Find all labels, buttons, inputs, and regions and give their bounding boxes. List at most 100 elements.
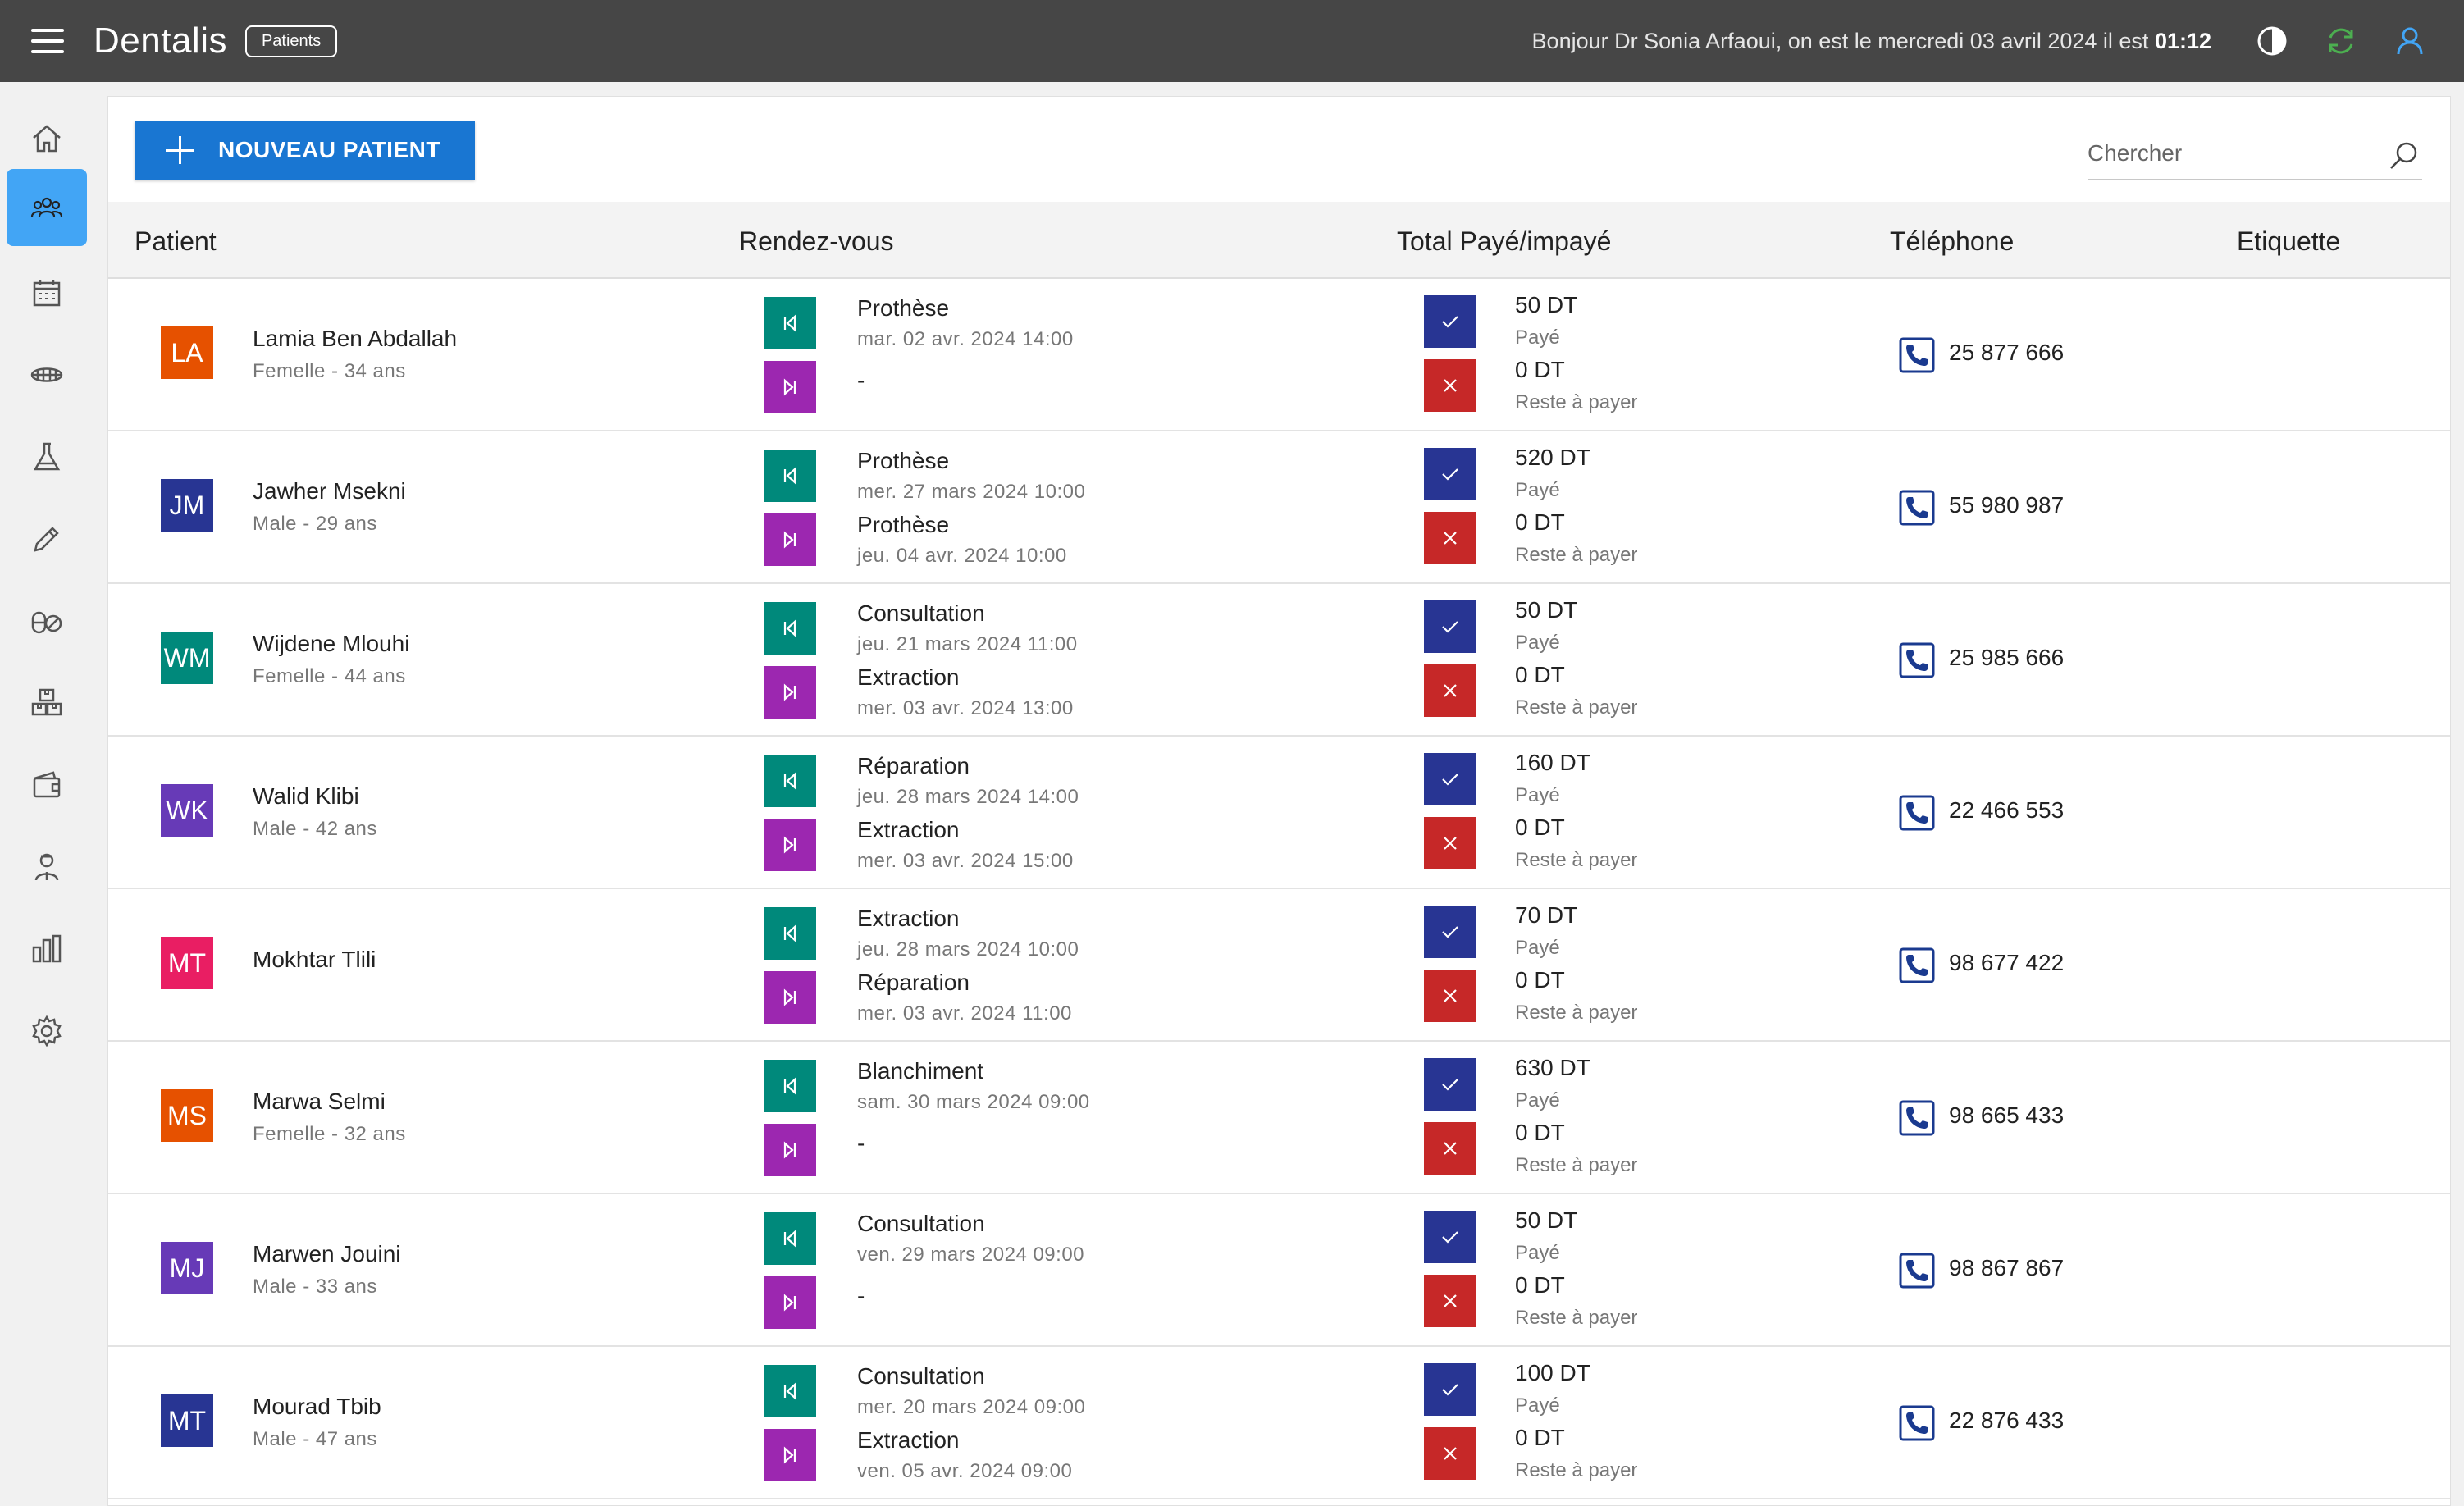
phone-icon[interactable]: [1898, 641, 1936, 679]
table-row[interactable]: MJ Marwen Jouini Male - 33 ans Consultation…: [108, 1194, 2450, 1347]
sync-icon[interactable]: [2323, 23, 2359, 59]
next-appointment-title: Extraction: [857, 1427, 960, 1453]
table-row[interactable]: WK Walid Klibi Male - 42 ans Réparation jeu.…: [108, 737, 2450, 889]
wallet-icon: [33, 771, 61, 798]
column-header-label[interactable]: Etiquette: [2237, 226, 2341, 256]
check-icon[interactable]: [1424, 1211, 1476, 1263]
phone-icon[interactable]: [1898, 794, 1936, 832]
unpaid-amount: 0 DT: [1515, 357, 1565, 382]
close-icon[interactable]: [1424, 970, 1476, 1022]
sidebar-item-lab[interactable]: [7, 418, 87, 495]
home-icon: [33, 125, 61, 153]
sidebar-item-stock[interactable]: [7, 664, 87, 742]
patient-name[interactable]: Walid Klibi: [253, 783, 359, 809]
close-icon[interactable]: [1424, 1427, 1476, 1480]
next-appointment-icon[interactable]: [764, 1124, 816, 1176]
sidebar-item-staff[interactable]: [7, 828, 87, 906]
next-appointment-icon[interactable]: [764, 971, 816, 1024]
close-icon[interactable]: [1424, 512, 1476, 564]
phone-icon[interactable]: [1898, 1252, 1936, 1289]
check-icon[interactable]: [1424, 1363, 1476, 1416]
patient-name[interactable]: Marwa Selmi: [253, 1088, 386, 1114]
unpaid-label: Reste à payer: [1515, 1459, 1638, 1481]
contrast-toggle-icon[interactable]: [2254, 23, 2290, 59]
close-icon[interactable]: [1424, 1275, 1476, 1327]
previous-appointment-icon[interactable]: [764, 907, 816, 960]
unpaid-label: Reste à payer: [1515, 391, 1638, 413]
next-appointment-icon[interactable]: [764, 819, 816, 871]
previous-appointment-icon[interactable]: [764, 1365, 816, 1417]
check-icon[interactable]: [1424, 753, 1476, 805]
next-appointment-icon[interactable]: [764, 513, 816, 566]
hamburger-menu-icon[interactable]: [31, 29, 64, 53]
previous-appointment-icon[interactable]: [764, 602, 816, 655]
table-row[interactable]: LA Lamia Ben Abdallah Femelle - 34 ans Prot…: [108, 279, 2450, 431]
phone-icon[interactable]: [1898, 1099, 1936, 1137]
patient-name[interactable]: Jawher Msekni: [253, 478, 406, 504]
sidebar-item-home[interactable]: [7, 100, 87, 177]
patient-name[interactable]: Lamia Ben Abdallah: [253, 326, 458, 351]
unpaid-label: Reste à payer: [1515, 1307, 1638, 1329]
check-icon[interactable]: [1424, 1058, 1476, 1111]
sidebar-item-wallet[interactable]: [7, 746, 87, 824]
sidebar-item-calendar[interactable]: [7, 254, 87, 331]
next-appointment-date: ven. 05 avr. 2024 09:00: [857, 1460, 1073, 1482]
column-header-total[interactable]: Total Payé/impayé: [1397, 226, 1612, 256]
check-icon[interactable]: [1424, 448, 1476, 500]
phone-icon[interactable]: [1898, 336, 1936, 374]
sidebar-item-settings[interactable]: [7, 993, 87, 1070]
close-icon[interactable]: [1424, 664, 1476, 717]
sidebar-item-dental[interactable]: [7, 336, 87, 413]
previous-appointment-icon[interactable]: [764, 450, 816, 502]
previous-appointment-icon[interactable]: [764, 755, 816, 807]
unpaid-amount: 0 DT: [1515, 1272, 1565, 1298]
close-icon[interactable]: [1424, 359, 1476, 412]
phone-icon[interactable]: [1898, 947, 1936, 984]
search-icon[interactable]: [2388, 139, 2421, 172]
column-header-phone[interactable]: Téléphone: [1890, 226, 2015, 256]
patient-name[interactable]: Wijdene Mlouhi: [253, 631, 410, 656]
table-row[interactable]: WM Wijdene Mlouhi Femelle - 44 ans Consulta…: [108, 584, 2450, 737]
patient-name[interactable]: Mourad Tbib: [253, 1394, 381, 1419]
previous-appointment-icon[interactable]: [764, 297, 816, 349]
previous-appointment-icon[interactable]: [764, 1060, 816, 1112]
next-appointment-date: mer. 03 avr. 2024 11:00: [857, 1002, 1072, 1025]
table-row[interactable]: MS Marwa Selmi Femelle - 32 ans Blanchiment…: [108, 1042, 2450, 1194]
close-icon[interactable]: [1424, 1122, 1476, 1175]
sidebar-item-medications[interactable]: [7, 582, 87, 659]
next-appointment-icon[interactable]: [764, 1276, 816, 1329]
check-icon[interactable]: [1424, 295, 1476, 348]
next-appointment-icon[interactable]: [764, 1429, 816, 1481]
close-icon[interactable]: [1424, 817, 1476, 869]
top-bar: Dentalis Patients Bonjour Dr Sonia Arfao…: [0, 0, 2464, 82]
check-icon[interactable]: [1424, 600, 1476, 653]
unpaid-label: Reste à payer: [1515, 1002, 1638, 1024]
column-header-appointments[interactable]: Rendez-vous: [739, 226, 894, 256]
unpaid-label: Reste à payer: [1515, 696, 1638, 719]
sidebar-item-patients[interactable]: [7, 169, 87, 246]
phone-icon[interactable]: [1898, 1404, 1936, 1442]
patient-name[interactable]: Mokhtar Tlili: [253, 947, 376, 972]
column-header-patient[interactable]: Patient: [135, 226, 217, 256]
unpaid-label: Reste à payer: [1515, 849, 1638, 871]
unpaid-label: Reste à payer: [1515, 1154, 1638, 1176]
table-header: Patient Rendez-vous Total Payé/impayé Té…: [108, 202, 2450, 279]
table-row[interactable]: JM Jawher Msekni Male - 29 ans Prothèse mer.…: [108, 431, 2450, 584]
new-patient-button[interactable]: NOUVEAU PATIENT: [135, 121, 475, 180]
next-appointment-title: Réparation: [857, 970, 970, 995]
phone-icon[interactable]: [1898, 489, 1936, 527]
next-appointment-icon[interactable]: [764, 361, 816, 413]
avatar: WM: [161, 632, 213, 684]
previous-appointment-icon[interactable]: [764, 1212, 816, 1265]
patient-name[interactable]: Marwen Jouini: [253, 1241, 401, 1266]
table-row[interactable]: MT Mokhtar Tlili Extraction jeu. 28 mars 20…: [108, 889, 2450, 1042]
search-input[interactable]: [2088, 140, 2366, 167]
user-account-icon[interactable]: [2392, 23, 2428, 59]
avatar: MS: [161, 1089, 213, 1142]
table-row[interactable]: MT Mourad Tbib Male - 47 ans Consultation me…: [108, 1347, 2450, 1499]
sidebar-item-statistics[interactable]: [7, 910, 87, 988]
next-appointment-icon[interactable]: [764, 666, 816, 719]
sidebar-item-prescriptions[interactable]: [7, 500, 87, 577]
paid-amount: 50 DT: [1515, 1207, 1578, 1233]
check-icon[interactable]: [1424, 906, 1476, 958]
